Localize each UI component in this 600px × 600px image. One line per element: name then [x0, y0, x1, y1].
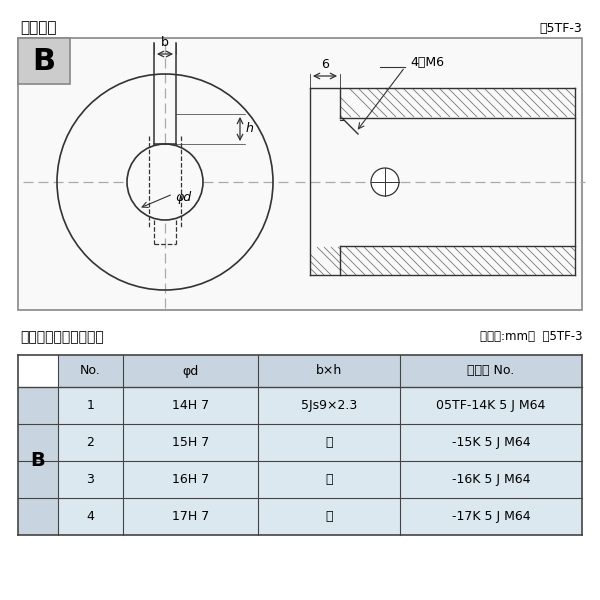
Bar [18, 387, 58, 535]
Text: 15H 7: 15H 7 [172, 436, 209, 449]
Text: b×h: b×h [316, 364, 342, 377]
Text: No.: No. [80, 364, 101, 377]
Bar [58, 355, 582, 387]
Text: コード No.: コード No. [467, 364, 515, 377]
Bar [18, 461, 582, 498]
Text: 図5TF-3: 図5TF-3 [539, 22, 582, 34]
Text: 4－M6: 4－M6 [410, 55, 444, 68]
Text: 1: 1 [86, 399, 94, 412]
Text: h: h [246, 122, 254, 136]
Text: -16K 5 J M64: -16K 5 J M64 [452, 473, 530, 486]
Text: 軸穴形状: 軸穴形状 [20, 20, 56, 35]
Text: 4: 4 [86, 510, 94, 523]
Bar [18, 387, 582, 424]
Circle shape [127, 144, 203, 220]
Bar [18, 498, 582, 535]
Text: 17H 7: 17H 7 [172, 510, 209, 523]
Text: 〃: 〃 [325, 473, 333, 486]
Text: B: B [31, 451, 46, 470]
Text: 16H 7: 16H 7 [172, 473, 209, 486]
Text: -15K 5 J M64: -15K 5 J M64 [452, 436, 530, 449]
Text: φd: φd [182, 364, 199, 377]
Text: b: b [161, 36, 169, 49]
Bar [18, 38, 582, 310]
Text: 〃: 〃 [325, 510, 333, 523]
Circle shape [371, 168, 399, 196]
Text: 14H 7: 14H 7 [172, 399, 209, 412]
Text: 5Js9×2.3: 5Js9×2.3 [301, 399, 357, 412]
Text: 05TF-14K 5 J M64: 05TF-14K 5 J M64 [436, 399, 545, 412]
Text: B: B [32, 46, 56, 76]
Text: 3: 3 [86, 473, 94, 486]
Bar [18, 38, 70, 84]
Text: 6: 6 [321, 58, 329, 71]
Text: φd: φd [175, 191, 191, 203]
Bar [18, 424, 582, 461]
Text: -17K 5 J M64: -17K 5 J M64 [452, 510, 530, 523]
Text: 2: 2 [86, 436, 94, 449]
Text: 〃: 〃 [325, 436, 333, 449]
Text: （単位:mm）  表5TF-3: （単位:mm） 表5TF-3 [479, 330, 582, 343]
Text: 軸穴形状コード一覧表: 軸穴形状コード一覧表 [20, 330, 104, 344]
